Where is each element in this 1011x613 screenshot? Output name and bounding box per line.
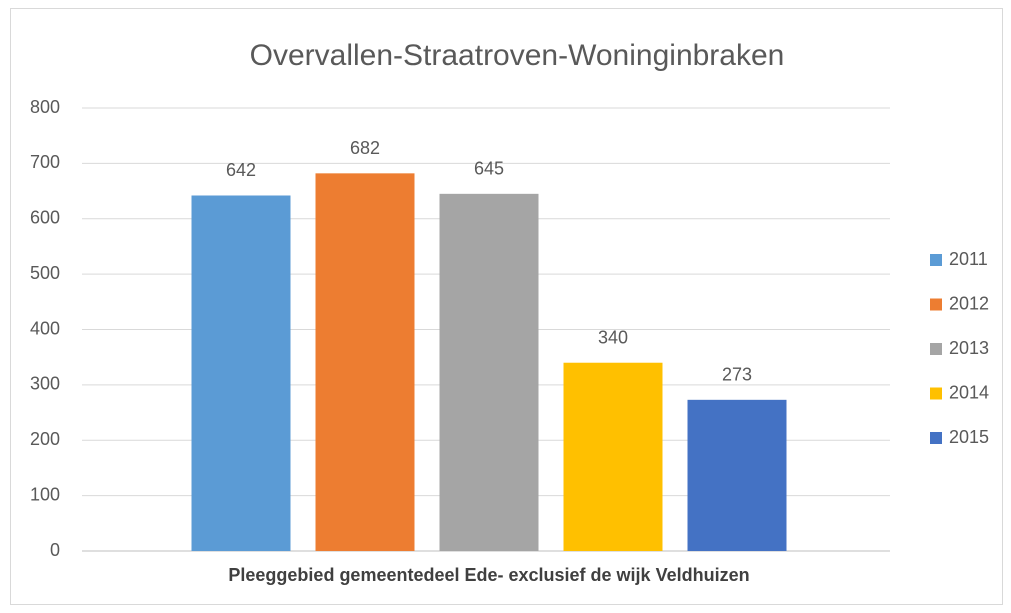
bar	[687, 399, 787, 551]
bar	[315, 173, 415, 551]
x-tick-label: Pleeggebied gemeentedeel Ede- exclusief …	[228, 565, 749, 585]
bar	[563, 362, 663, 551]
data-label: 645	[474, 159, 504, 179]
y-tick-label: 400	[30, 318, 60, 338]
y-tick-label: 800	[30, 97, 60, 117]
legend-swatch	[930, 387, 942, 400]
legend-swatch	[930, 432, 942, 444]
legend-label: 2015	[949, 427, 989, 447]
legend-label: 2013	[949, 338, 989, 358]
y-tick-label: 200	[30, 429, 60, 449]
legend-label: 2011	[949, 249, 988, 269]
bar	[439, 193, 539, 552]
y-tick-label: 0	[50, 540, 60, 560]
y-tick-label: 100	[30, 484, 60, 504]
y-tick-label: 600	[30, 208, 60, 228]
chart-title: Overvallen-Straatroven-Woninginbraken	[250, 39, 785, 72]
legend-swatch	[930, 254, 942, 266]
data-label: 340	[598, 327, 628, 347]
y-tick-label: 300	[30, 374, 60, 394]
legend-swatch	[930, 298, 942, 311]
legend-swatch	[930, 343, 942, 355]
legend-label: 2012	[949, 293, 989, 313]
y-tick-label: 700	[30, 152, 60, 172]
data-label: 642	[226, 160, 256, 180]
y-tick-label: 500	[30, 263, 60, 283]
data-label: 682	[350, 138, 380, 158]
legend-label: 2014	[949, 382, 989, 402]
bar	[191, 195, 291, 551]
data-label: 273	[722, 365, 752, 385]
